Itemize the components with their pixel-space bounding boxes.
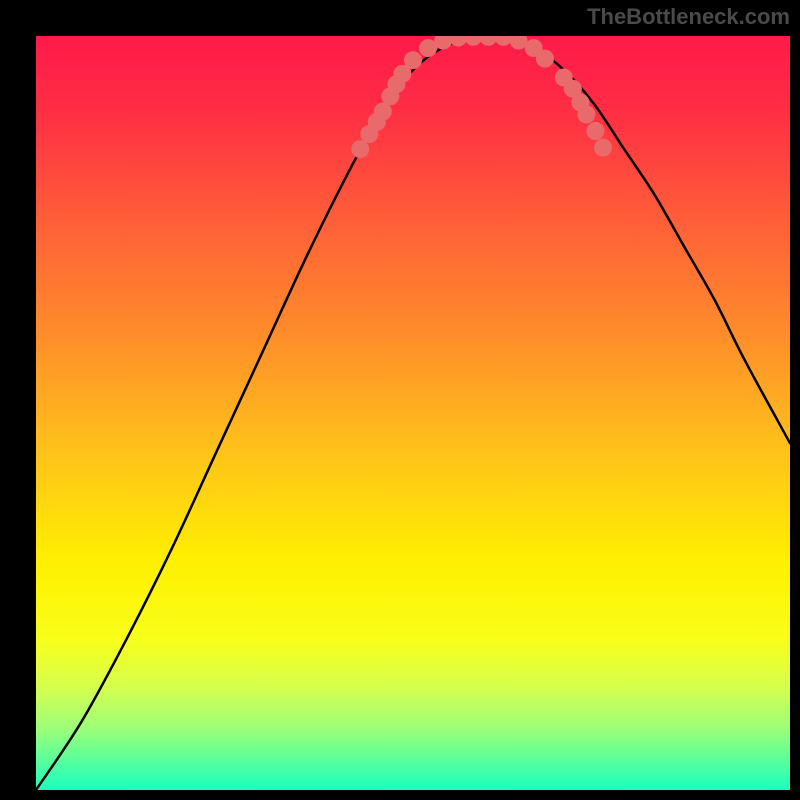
- watermark-text: TheBottleneck.com: [587, 4, 790, 30]
- bottleneck-curve: [36, 36, 790, 790]
- data-marker: [404, 51, 422, 69]
- data-marker: [586, 122, 604, 140]
- data-marker: [536, 50, 554, 68]
- data-marker: [577, 105, 595, 123]
- data-marker: [594, 139, 612, 157]
- chart-container: TheBottleneck.com: [0, 0, 800, 800]
- curve-svg: [36, 36, 790, 790]
- data-marker: [351, 140, 369, 158]
- plot-area: [36, 36, 790, 790]
